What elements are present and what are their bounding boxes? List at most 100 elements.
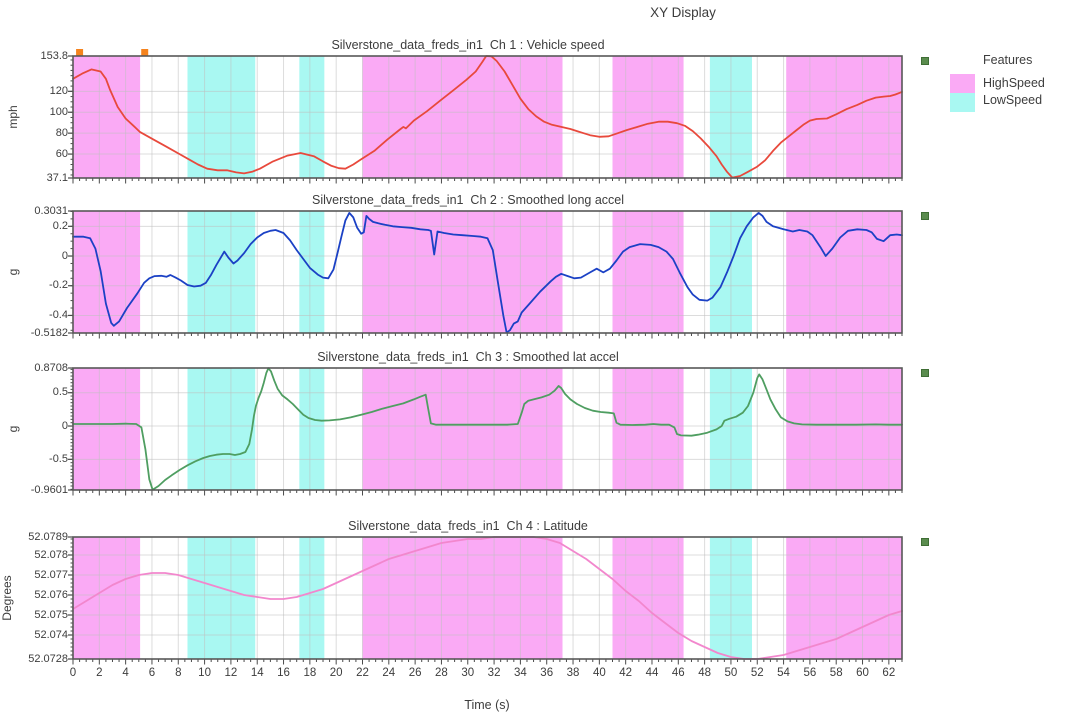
y-tick-label: -0.2 bbox=[49, 279, 68, 292]
feature-band-highspeed bbox=[362, 368, 563, 490]
plot-border bbox=[72, 367, 903, 491]
feature-band-highspeed bbox=[786, 211, 902, 333]
x-tick-label: 24 bbox=[382, 667, 396, 679]
x-tick-label: 52 bbox=[750, 667, 764, 679]
x-tick-label: 22 bbox=[356, 667, 369, 679]
legend-label-lowspeed: LowSpeed bbox=[983, 93, 1043, 107]
y-tick-label: 37.1 bbox=[46, 171, 68, 184]
x-tick-label: 50 bbox=[724, 667, 738, 679]
feature-handle[interactable] bbox=[141, 49, 149, 56]
feature-band-highspeed bbox=[786, 368, 902, 490]
chart-1-plot-area[interactable] bbox=[67, 48, 910, 187]
x-tick-label: 56 bbox=[803, 667, 817, 679]
plot-border bbox=[72, 55, 903, 179]
y-tick-label: 52.074 bbox=[34, 628, 68, 641]
x-tick-label: 58 bbox=[829, 667, 843, 679]
y-tick-label: 60 bbox=[55, 147, 68, 160]
feature-band-highspeed bbox=[786, 56, 902, 178]
y-tick-label: 0 bbox=[61, 249, 68, 262]
feature-band-lowspeed bbox=[299, 368, 325, 490]
y-tick-label: 0.2 bbox=[52, 219, 68, 232]
x-tick-label: 46 bbox=[671, 667, 685, 679]
y-tick-label: 120 bbox=[49, 84, 68, 97]
feature-band-highspeed bbox=[73, 537, 141, 659]
feature-band-lowspeed bbox=[187, 56, 256, 178]
x-tick-label: 42 bbox=[619, 667, 633, 679]
x-tick-label: 32 bbox=[487, 667, 501, 679]
x-tick-label: 48 bbox=[698, 667, 711, 679]
x-tick-label: 18 bbox=[303, 667, 317, 679]
y-tick-label: 0.3031 bbox=[34, 204, 68, 217]
chart-3-plot-area[interactable] bbox=[67, 360, 910, 499]
channel-indicator-ch3[interactable] bbox=[921, 369, 929, 377]
x-tick-label: 16 bbox=[277, 667, 290, 679]
x-tick-label: 38 bbox=[566, 667, 580, 679]
y-tick-label: 0.8708 bbox=[34, 361, 68, 374]
y-tick-label: -0.4 bbox=[49, 308, 68, 321]
legend-swatch-lowspeed[interactable] bbox=[950, 93, 975, 112]
chart-2-title: Silverstone_data_freds_in1 Ch 2 : Smooth… bbox=[312, 193, 624, 207]
x-tick-label: 10 bbox=[198, 667, 211, 679]
y-tick-label: 0 bbox=[61, 419, 68, 432]
feature-band-highspeed bbox=[612, 211, 684, 333]
x-tick-label: 6 bbox=[148, 667, 156, 679]
y-tick-label: 0.5 bbox=[52, 386, 68, 399]
chart-4-title: Silverstone_data_freds_in1 Ch 4 : Latitu… bbox=[348, 519, 588, 533]
channel-indicator-ch1[interactable] bbox=[921, 57, 929, 65]
x-tick-label: 0 bbox=[69, 667, 77, 679]
data-line-ch4 bbox=[72, 536, 903, 660]
feature-handle[interactable] bbox=[76, 49, 84, 56]
x-tick-label: 28 bbox=[435, 667, 448, 679]
y-tick-label: 52.0728 bbox=[28, 652, 68, 665]
y-tick-label: 52.0789 bbox=[28, 530, 68, 543]
legend-title: Features bbox=[983, 53, 1033, 67]
x-tick-label: 8 bbox=[175, 667, 182, 679]
channel-indicator-ch2[interactable] bbox=[921, 212, 929, 220]
data-line-ch3 bbox=[72, 367, 903, 491]
data-line-ch1 bbox=[72, 55, 903, 179]
feature-band-lowspeed bbox=[187, 368, 256, 490]
feature-band-highspeed bbox=[612, 537, 684, 659]
x-tick-label: 62 bbox=[882, 667, 896, 679]
x-tick-label: 60 bbox=[856, 667, 869, 679]
feature-band-lowspeed bbox=[299, 537, 325, 659]
feature-band-highspeed bbox=[362, 56, 563, 178]
feature-band-lowspeed bbox=[299, 211, 325, 333]
page-title: XY Display bbox=[650, 5, 716, 20]
feature-band-highspeed bbox=[612, 56, 684, 178]
y-tick-label: -0.9601 bbox=[30, 483, 68, 496]
x-tick-label: 12 bbox=[224, 667, 238, 679]
x-tick-label: 2 bbox=[96, 667, 103, 679]
y-tick-label: 153.8 bbox=[40, 49, 68, 62]
x-tick-label: 34 bbox=[513, 667, 527, 679]
feature-band-lowspeed bbox=[299, 56, 325, 178]
x-tick-label: 14 bbox=[250, 667, 264, 679]
legend-swatch-highspeed[interactable] bbox=[950, 74, 975, 93]
feature-band-highspeed bbox=[786, 537, 902, 659]
chart-2-plot-area[interactable] bbox=[67, 203, 910, 342]
y-tick-label: 80 bbox=[55, 126, 68, 139]
y-tick-label: 52.076 bbox=[34, 588, 68, 601]
legend-label-highspeed: HighSpeed bbox=[983, 76, 1045, 90]
x-tick-label: 30 bbox=[461, 667, 475, 679]
plot-border bbox=[72, 210, 903, 334]
data-line-ch2 bbox=[72, 211, 903, 334]
x-tick-label: 20 bbox=[329, 667, 343, 679]
feature-band-lowspeed bbox=[187, 537, 256, 659]
x-tick-label: 36 bbox=[540, 667, 554, 679]
feature-band-lowspeed bbox=[187, 211, 256, 333]
chart-3-title: Silverstone_data_freds_in1 Ch 3 : Smooth… bbox=[317, 350, 619, 364]
chart-4-plot-area[interactable] bbox=[67, 529, 910, 668]
x-tick-label: 4 bbox=[122, 667, 129, 679]
channel-indicator-ch4[interactable] bbox=[921, 538, 929, 546]
y-tick-label: 52.077 bbox=[34, 568, 68, 581]
y-tick-label: 52.078 bbox=[34, 548, 68, 561]
x-tick-label: 54 bbox=[777, 667, 790, 679]
y-tick-label: 52.075 bbox=[34, 608, 68, 621]
feature-band-highspeed bbox=[73, 56, 141, 178]
x-axis-title: Time (s) bbox=[464, 698, 510, 712]
feature-band-highspeed bbox=[73, 211, 141, 333]
chart-2-y-axis-label: g bbox=[6, 268, 20, 276]
y-tick-label: 100 bbox=[49, 105, 68, 118]
feature-band-highspeed bbox=[362, 211, 563, 333]
